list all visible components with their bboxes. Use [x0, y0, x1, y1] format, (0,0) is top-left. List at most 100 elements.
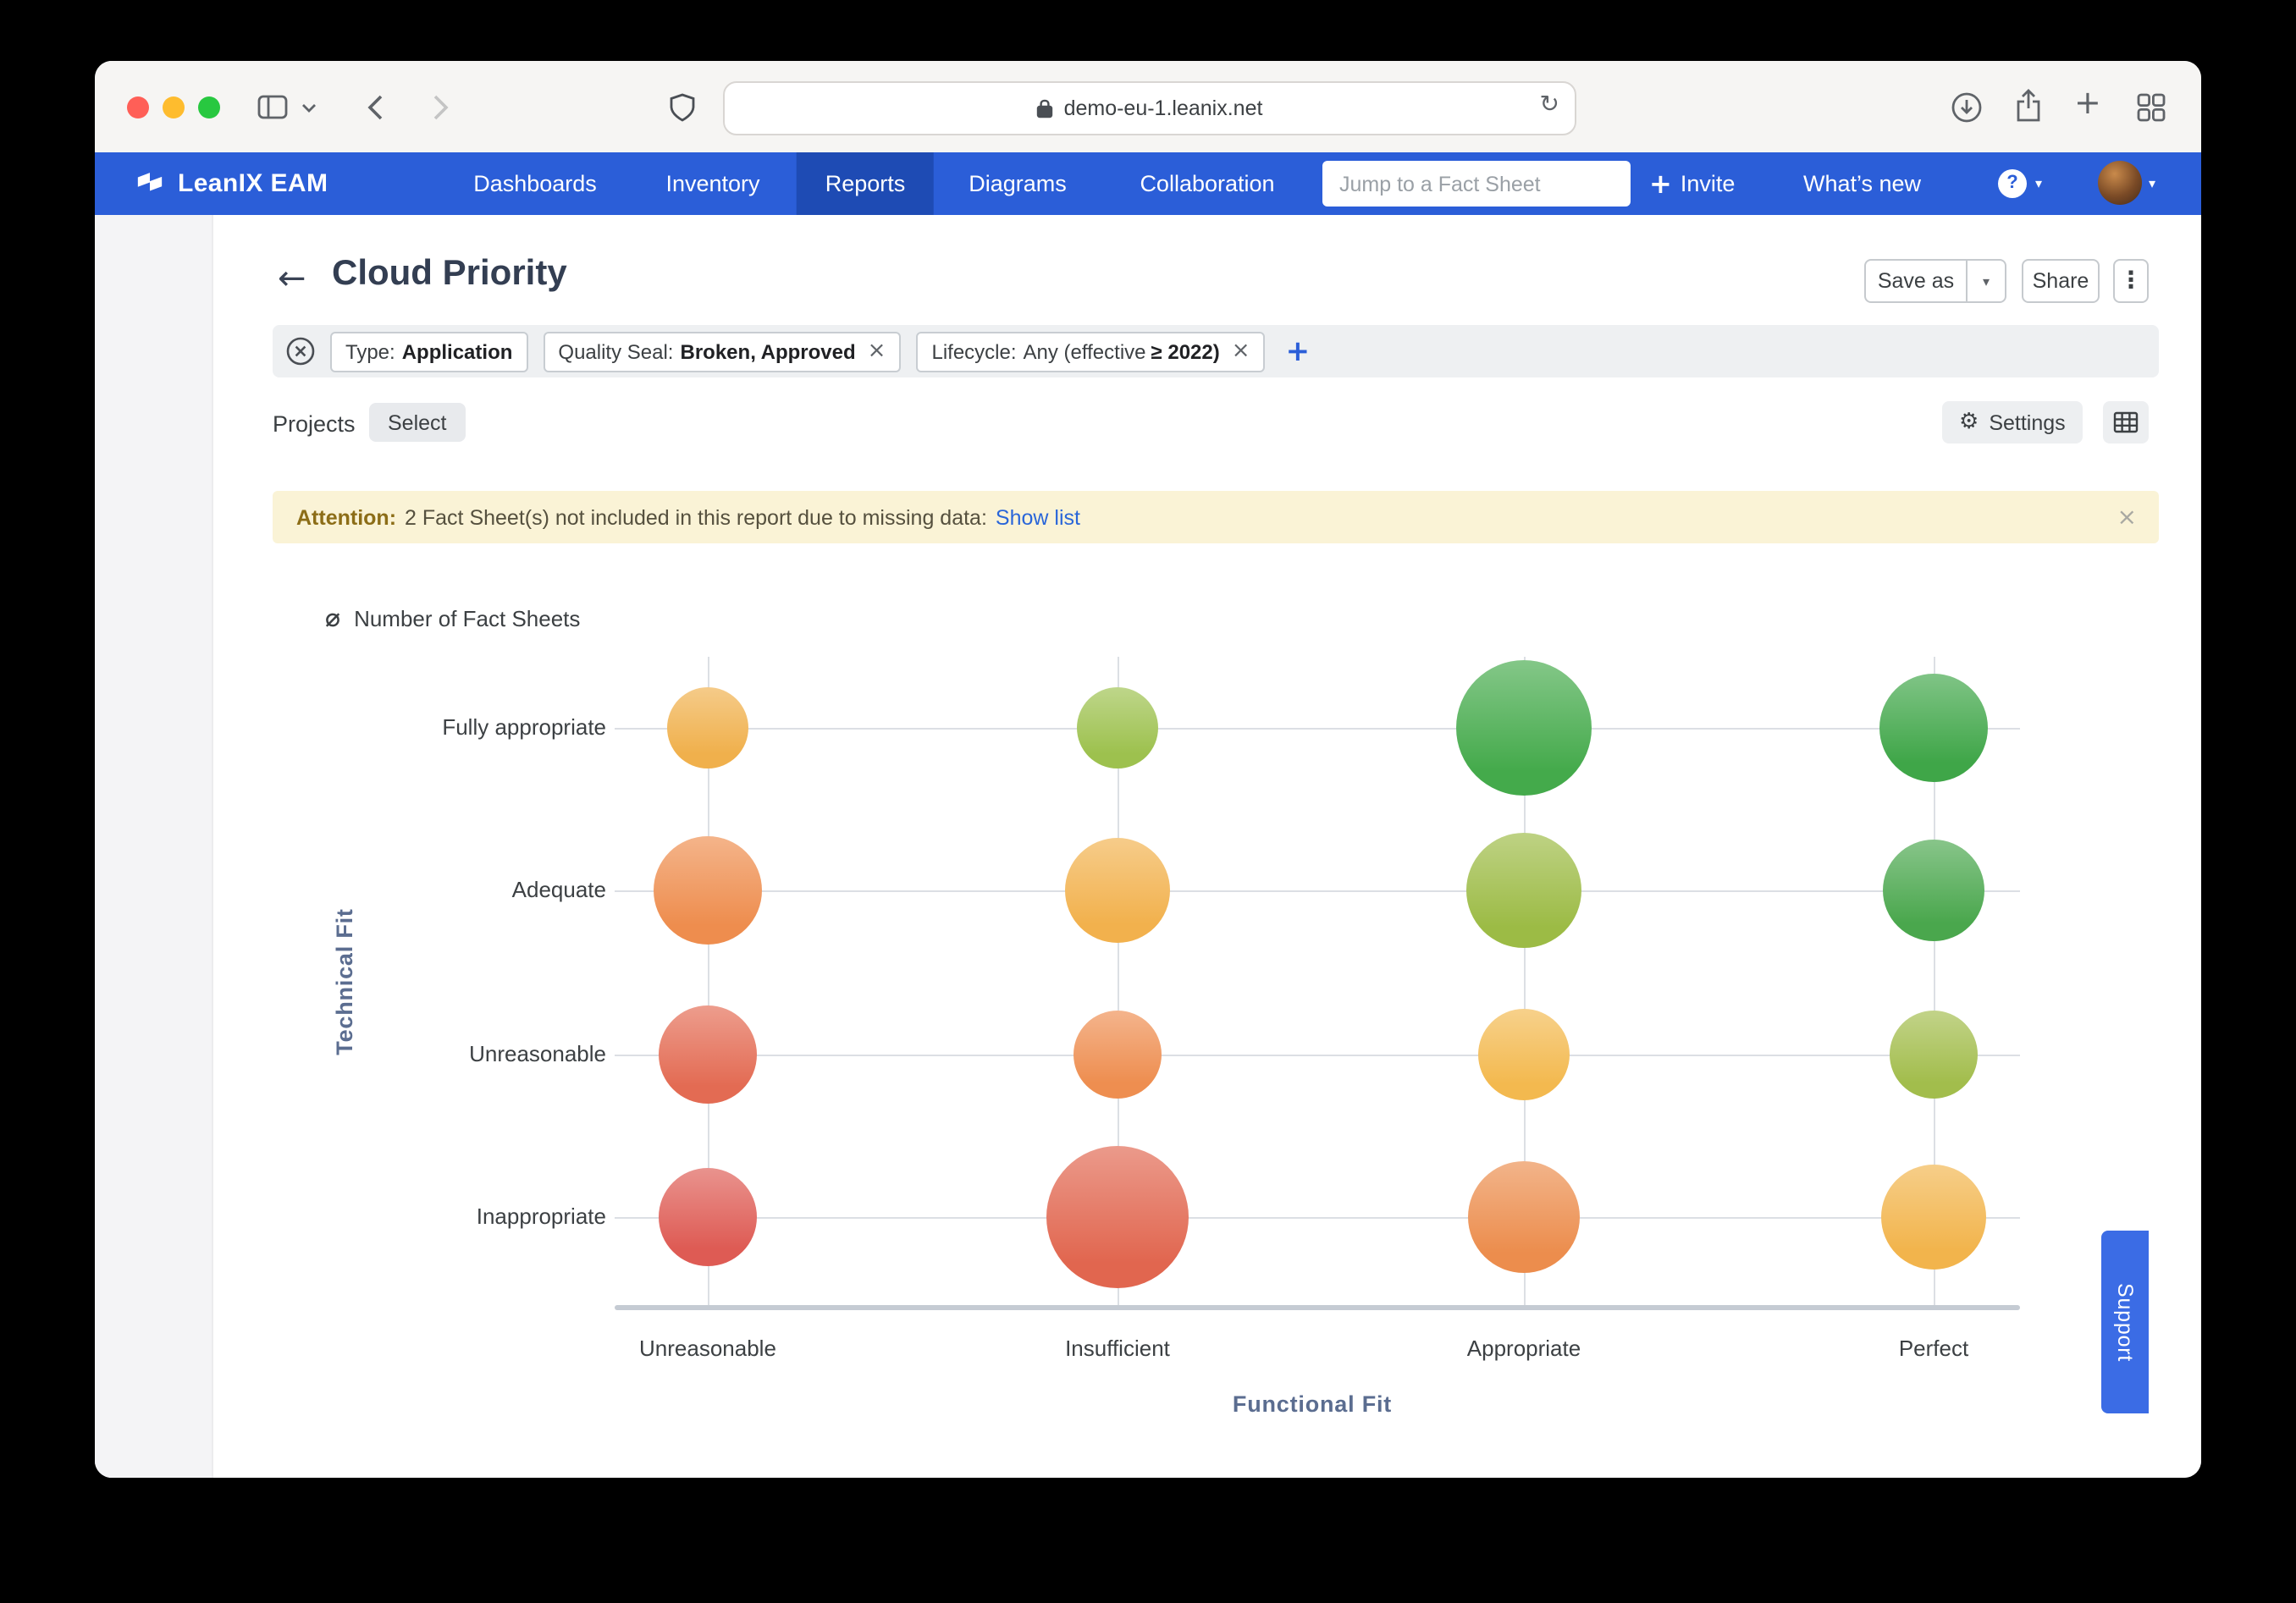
- close-icon[interactable]: ×: [1231, 339, 1250, 364]
- chart-bubble[interactable]: [654, 836, 762, 945]
- x-axis-line: [615, 1305, 2020, 1310]
- gear-icon: ⚙: [1959, 410, 1979, 435]
- nav-item-inventory[interactable]: Inventory: [665, 171, 760, 196]
- whats-new-link[interactable]: What’s new: [1803, 171, 1922, 196]
- table-grid-icon: [2113, 411, 2139, 433]
- sidebar-toggle-icon[interactable]: [257, 95, 288, 120]
- refresh-icon[interactable]: ↻: [1539, 91, 1559, 118]
- filter-chip-type[interactable]: Type: Application: [330, 331, 528, 372]
- grid-line-horizontal: [615, 1055, 2020, 1056]
- grid-line-vertical: [1524, 657, 1526, 1307]
- settings-button[interactable]: ⚙ Settings: [1942, 401, 2083, 443]
- app-navbar: LeanIX EAM Dashboards Inventory Reports …: [95, 152, 2201, 215]
- page-title: Cloud Priority: [332, 254, 567, 293]
- zoom-window-button[interactable]: [198, 96, 220, 118]
- attention-banner: Attention: 2 Fact Sheet(s) not included …: [273, 491, 2159, 543]
- grid-line-vertical: [1934, 657, 1935, 1307]
- back-button[interactable]: [366, 93, 384, 122]
- y-tick-label: Adequate: [511, 877, 606, 902]
- table-view-button[interactable]: [2103, 401, 2149, 443]
- help-caret-icon: ▾: [2035, 176, 2043, 191]
- share-icon[interactable]: [2015, 88, 2042, 124]
- plus-icon: +: [1649, 167, 1672, 199]
- leanix-logo-icon: [135, 169, 164, 198]
- close-window-button[interactable]: [127, 96, 149, 118]
- grid-line-vertical: [1118, 657, 1119, 1307]
- chart-bubble[interactable]: [667, 687, 748, 768]
- chart-bubble[interactable]: [1065, 838, 1170, 943]
- y-tick-label: Fully appropriate: [442, 714, 606, 740]
- nav-item-diagrams[interactable]: Diagrams: [969, 171, 1067, 196]
- url-field[interactable]: demo-eu-1.leanix.net ↻: [723, 81, 1576, 135]
- filter-bar: Type: Application Quality Seal: Broken, …: [273, 325, 2159, 377]
- banner-prefix: Attention:: [296, 505, 397, 529]
- add-filter-button[interactable]: +: [1285, 334, 1311, 368]
- more-options-button[interactable]: ⋮: [2113, 259, 2149, 303]
- save-as-caret-icon[interactable]: ▾: [1966, 261, 2005, 301]
- projects-label: Projects: [273, 411, 356, 437]
- chart-bubble[interactable]: [1456, 660, 1592, 796]
- nav-item-reports[interactable]: Reports: [796, 152, 935, 215]
- clear-filters-button[interactable]: [286, 337, 315, 366]
- privacy-shield-icon[interactable]: [669, 93, 696, 122]
- y-tick-label: Inappropriate: [476, 1204, 606, 1229]
- downloads-icon[interactable]: [1951, 91, 1983, 124]
- browser-toolbar: demo-eu-1.leanix.net ↻ +: [95, 61, 2201, 152]
- x-tick-label: Appropriate: [1466, 1336, 1581, 1361]
- url-text: demo-eu-1.leanix.net: [1063, 96, 1263, 120]
- chart-legend: ⌀ Number of Fact Sheets: [325, 603, 580, 633]
- filter-chip-lifecycle[interactable]: Lifecycle: Any (effective ≥ 2022) ×: [916, 331, 1266, 372]
- new-tab-icon[interactable]: +: [2074, 85, 2101, 122]
- support-tab[interactable]: Support: [2101, 1231, 2149, 1413]
- nav-item-collaboration[interactable]: Collaboration: [1140, 171, 1275, 196]
- chart-bubble[interactable]: [1881, 1165, 1986, 1270]
- collapsed-sidebar: [95, 215, 213, 1478]
- page-back-button[interactable]: ←: [278, 257, 306, 298]
- banner-close-icon[interactable]: ×: [2117, 504, 2137, 531]
- nav-item-dashboards[interactable]: Dashboards: [473, 171, 597, 196]
- grid-line-horizontal: [615, 1217, 2020, 1219]
- x-tick-label: Insufficient: [1065, 1336, 1170, 1361]
- tab-overview-icon[interactable]: [2137, 93, 2166, 122]
- grid-line-horizontal: [615, 890, 2020, 892]
- close-icon[interactable]: ×: [867, 339, 886, 364]
- projects-select-button[interactable]: Select: [369, 403, 466, 442]
- chart-bubble[interactable]: [1478, 1009, 1570, 1100]
- grid-line-vertical: [708, 657, 709, 1307]
- y-axis-title: Technical Fit: [332, 908, 357, 1055]
- chart-bubble[interactable]: [1883, 840, 1984, 941]
- x-axis-title: Functional Fit: [1232, 1391, 1393, 1417]
- padlock-icon: [1037, 98, 1054, 118]
- x-tick-label: Unreasonable: [639, 1336, 776, 1361]
- help-icon[interactable]: ?: [1998, 169, 2027, 198]
- fact-sheet-search-input[interactable]: [1322, 161, 1631, 207]
- filter-chip-quality-seal[interactable]: Quality Seal: Broken, Approved ×: [543, 331, 902, 372]
- minimize-window-button[interactable]: [163, 96, 185, 118]
- avatar-caret-icon: ▾: [2149, 176, 2156, 191]
- forward-button[interactable]: [432, 93, 450, 122]
- chart-bubble[interactable]: [1890, 1011, 1978, 1099]
- chart-bubble[interactable]: [659, 1168, 757, 1266]
- chart-bubble[interactable]: [1046, 1146, 1189, 1288]
- chart-bubble[interactable]: [1468, 1161, 1580, 1273]
- tab-group-chevron-icon[interactable]: [301, 103, 317, 113]
- y-tick-label: Unreasonable: [469, 1041, 606, 1066]
- chart-bubble[interactable]: [1466, 833, 1581, 948]
- brand[interactable]: LeanIX EAM: [135, 152, 328, 215]
- chart-bubble[interactable]: [659, 1005, 757, 1104]
- brand-name: LeanIX EAM: [178, 169, 328, 198]
- invite-button[interactable]: + Invite: [1649, 167, 1736, 199]
- avatar[interactable]: [2098, 161, 2142, 205]
- x-tick-label: Perfect: [1898, 1336, 1969, 1361]
- show-list-link[interactable]: Show list: [995, 505, 1080, 529]
- save-as-button[interactable]: Save as ▾: [1864, 259, 2006, 303]
- bubble-chart: Unreasonable Insufficient Appropriate Perfe…: [95, 61, 2201, 1478]
- diameter-icon: ⌀: [325, 603, 341, 633]
- chart-bubble[interactable]: [1073, 1011, 1162, 1099]
- share-button[interactable]: Share: [2022, 259, 2100, 303]
- banner-text: 2 Fact Sheet(s) not included in this rep…: [405, 505, 987, 529]
- browser-window: demo-eu-1.leanix.net ↻ +: [95, 61, 2201, 1478]
- chart-bubble[interactable]: [1879, 674, 1988, 782]
- chart-bubble[interactable]: [1077, 687, 1158, 768]
